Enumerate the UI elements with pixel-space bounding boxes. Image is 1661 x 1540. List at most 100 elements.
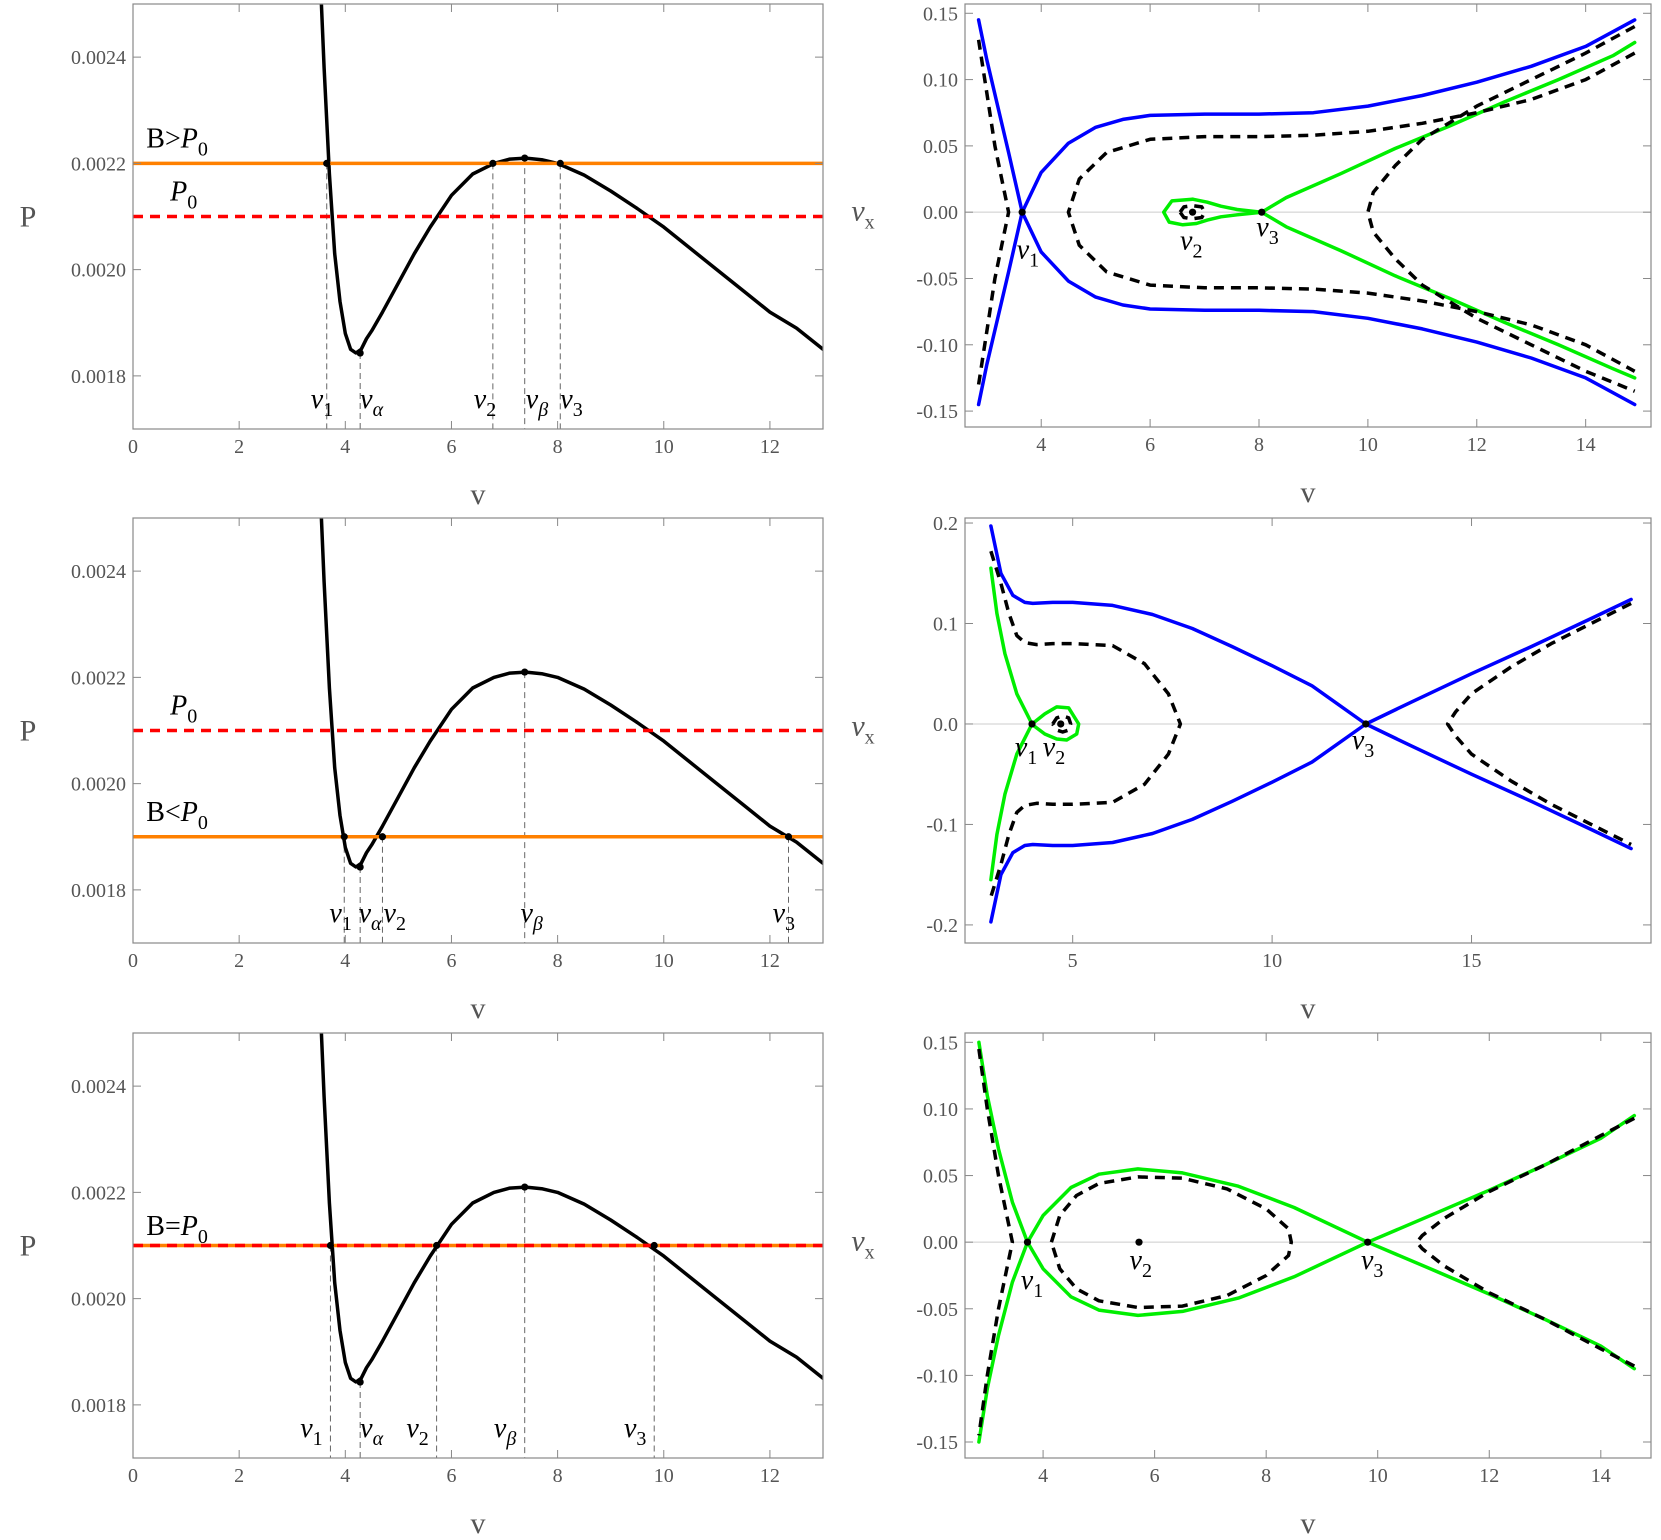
curve-annotation: B>P0 (146, 123, 208, 160)
curve-annotation: B=P0 (146, 1211, 208, 1248)
x-tick-label: 6 (446, 436, 456, 458)
point-label: v1 (1021, 1265, 1043, 1302)
x-tick-label: 14 (1576, 434, 1596, 456)
y-tick-label: 0.00 (923, 202, 958, 224)
y-tick-label: 0.0018 (71, 366, 126, 388)
series-line (976, 18, 1637, 407)
plot-frame (132, 1032, 824, 1459)
y-tick-label: 0.0024 (71, 47, 126, 69)
x-tick-label: 4 (340, 436, 350, 458)
point-label: vβ (494, 1413, 516, 1450)
x-tick-label: 4 (340, 1465, 350, 1487)
point-label: v1 (1017, 235, 1039, 272)
critical-point (1362, 720, 1370, 728)
y-axis-title: P (20, 201, 37, 234)
x-tick-label: 12 (760, 1465, 780, 1487)
point-label: vβ (520, 898, 542, 935)
y-tick-label: -0.15 (916, 401, 958, 423)
x-tick-label: 4 (340, 950, 350, 972)
curve-annotation: P0 (169, 177, 197, 214)
point-label: vα (359, 898, 382, 935)
series-line (989, 524, 1633, 851)
x-tick-label: 6 (446, 1465, 456, 1487)
critical-point (521, 668, 529, 676)
point-label: v2 (1130, 1245, 1152, 1282)
chart-panel-p4: 5 10 15 -0.2 -0.1 0.0 0.1 0.2 v vx v1 v2 v3 (851, 513, 1652, 1025)
critical-point (1023, 1238, 1032, 1246)
x-tick-label: 4 (1036, 434, 1046, 456)
chart-panel-p1: 0 2 4 6 8 10 12 0.0018 0.0020 0.0022 0.0024 v Pv1 vα v… (20, 3, 824, 511)
y-tick-label: 0.0024 (71, 561, 126, 583)
y-axis-title: vx (851, 195, 874, 234)
critical-point (340, 833, 348, 841)
chart-panel-p6: 4 6 8 10 12 14 -0.15 -0.10 -0.05 0.00 0.05 0.10 0.15… (851, 1032, 1652, 1540)
y-tick-label: -0.05 (916, 1299, 958, 1321)
y-tick-label: 0.00 (923, 1232, 958, 1254)
y-tick-label: -0.2 (926, 915, 958, 937)
chart-panel-p2: 4 6 8 10 12 14 -0.15 -0.10 -0.05 0.00 0.05 0.10 0.15… (851, 3, 1652, 509)
x-tick-label: 10 (1262, 950, 1282, 972)
series-line (1190, 40, 1637, 214)
x-tick-label: 8 (1254, 434, 1264, 456)
series-line (989, 566, 1081, 882)
y-tick-label: -0.05 (916, 268, 958, 290)
series-line (1161, 197, 1637, 380)
point-label: v3 (773, 898, 795, 935)
x-tick-label: 12 (1467, 434, 1487, 456)
y-axis-title: vx (851, 710, 874, 749)
series-line (1366, 24, 1636, 393)
point-label: v3 (1361, 1245, 1383, 1282)
y-tick-label: 0.0022 (71, 667, 126, 689)
y-tick-label: 0.05 (923, 1166, 958, 1188)
y-tick-label: 0.0018 (71, 1395, 126, 1417)
x-tick-label: 5 (1068, 950, 1078, 972)
x-tick-label: 12 (760, 950, 780, 972)
critical-point (356, 1378, 364, 1386)
series-line (319, 518, 823, 869)
y-tick-label: 0.0 (933, 714, 958, 736)
x-axis-title: v (1301, 1507, 1316, 1540)
x-tick-label: 0 (128, 436, 138, 458)
critical-point (556, 159, 564, 167)
series-line (1066, 51, 1636, 373)
x-tick-label: 0 (128, 950, 138, 972)
x-axis-title: v (471, 478, 486, 511)
x-axis-title: v (1301, 992, 1316, 1025)
y-tick-label: 0.10 (923, 70, 958, 92)
y-tick-label: 0.05 (923, 136, 958, 158)
x-tick-label: 10 (1358, 434, 1378, 456)
point-label: v1 (1015, 732, 1037, 769)
series-line (1445, 601, 1632, 847)
y-tick-label: 0.1 (933, 613, 958, 635)
y-tick-label: 0.15 (923, 1032, 958, 1054)
critical-point (1258, 208, 1266, 216)
point-label: v1 (300, 1413, 322, 1450)
y-tick-label: -0.15 (916, 1432, 958, 1454)
point-label: v2 (474, 384, 496, 421)
series-line (989, 550, 1183, 898)
critical-point (323, 159, 331, 167)
point-label: vβ (526, 384, 548, 421)
critical-point (521, 1183, 529, 1191)
point-label: v2 (1180, 225, 1202, 262)
plot-frame (964, 517, 1652, 944)
point-label: v3 (560, 384, 582, 421)
point-label: v3 (1256, 212, 1278, 249)
plot-frame (132, 517, 824, 944)
x-tick-label: 6 (1145, 434, 1155, 456)
y-tick-label: 0.0024 (71, 1076, 126, 1098)
critical-point (784, 833, 793, 841)
critical-point (1188, 208, 1197, 216)
y-axis-title: P (20, 715, 37, 748)
x-tick-label: 4 (1038, 1465, 1048, 1487)
x-tick-label: 8 (1261, 1465, 1271, 1487)
point-label: v3 (624, 1413, 646, 1450)
x-axis-title: v (471, 1507, 486, 1540)
y-axis-title: P (20, 1230, 37, 1263)
x-axis-title: v (471, 992, 486, 1025)
x-tick-label: 8 (553, 1465, 563, 1487)
point-label: vα (360, 1413, 383, 1450)
series-line (1049, 1175, 1294, 1310)
plot-frame (964, 3, 1652, 428)
series-line (319, 4, 823, 355)
